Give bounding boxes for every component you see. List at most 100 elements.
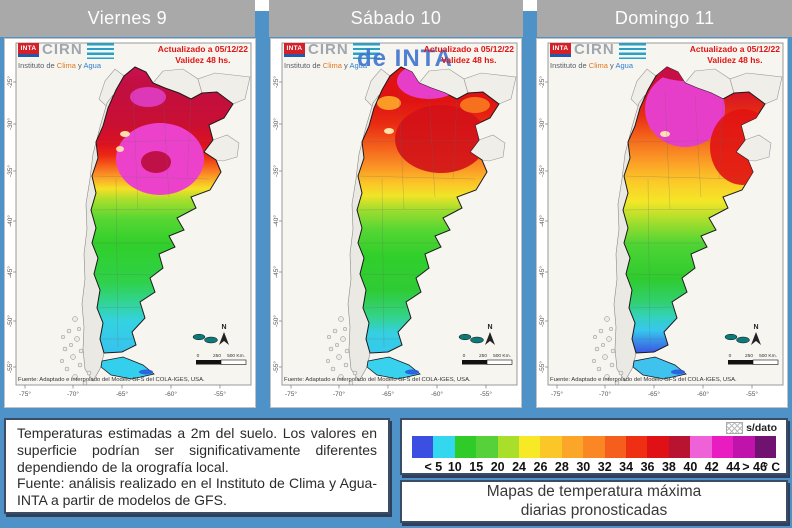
legend-tick: 42 bbox=[704, 460, 719, 474]
temperature-spot bbox=[384, 128, 394, 134]
institute-name: Instituto de Clima y Agua bbox=[18, 61, 101, 70]
legend-tick: 44 bbox=[726, 460, 741, 474]
svg-text:-65°: -65° bbox=[116, 390, 128, 398]
cirn-logo: CIRN bbox=[42, 41, 83, 58]
legend-swatch-10 bbox=[626, 436, 648, 458]
updated-date: Actualizado a 05/12/22 bbox=[689, 44, 780, 54]
institute-name: Instituto de Clima y Agua bbox=[284, 61, 367, 70]
institute-conj: y bbox=[75, 61, 84, 70]
svg-text:250: 250 bbox=[745, 353, 753, 359]
axis-labels: -75° -70° -65° -60° -55° -25° -30° -35° -40° -45°… bbox=[272, 76, 492, 398]
svg-text:-70°: -70° bbox=[67, 390, 79, 398]
institute-conj: y bbox=[341, 61, 350, 70]
caption-line2: diarias pronosticadas bbox=[520, 502, 668, 520]
axis-labels: -75° -70° -65° -60° -55° -25° -30° -35° -40° -45°… bbox=[6, 76, 226, 398]
no-data-label: s/dato bbox=[746, 422, 777, 434]
axis-labels: -75° -70° -65° -60° -55° -25° -30° -35° -40° -45°… bbox=[538, 76, 758, 398]
map-source-text: Fuente: Adaptado e interpolado del Model… bbox=[284, 377, 471, 383]
legend-tick: < 5 bbox=[424, 460, 443, 474]
svg-text:-25°: -25° bbox=[538, 76, 546, 88]
svg-text:-60°: -60° bbox=[431, 390, 443, 398]
argentina-temperature-map-domingo-11: N 0 250 500 Km. Fuente: Adaptado e interpola… bbox=[538, 42, 784, 398]
svg-text:-30°: -30° bbox=[6, 118, 14, 130]
tab-divider bbox=[254, 0, 269, 37]
legend-swatch-4 bbox=[497, 436, 520, 458]
legend-panel: s/dato < 5 10 15 20 24 26 28 30 32 34 36 38 40 42 44 > … bbox=[400, 418, 788, 475]
svg-text:-55°: -55° bbox=[272, 361, 280, 373]
map-canvas: N 0 250 500 Km. Fuente: Adaptado e interpola… bbox=[548, 43, 783, 385]
update-block: Actualizado a 05/12/22 Validez 48 hs. bbox=[424, 44, 514, 66]
institute-prefix: Instituto de bbox=[284, 61, 323, 70]
update-block: Actualizado a 05/12/22 Validez 48 hs. bbox=[690, 44, 780, 66]
legend-tick: 36 bbox=[640, 460, 655, 474]
tab-label: Domingo 11 bbox=[614, 8, 715, 28]
inta-logo: INTA bbox=[284, 43, 305, 57]
malvinas-islands bbox=[724, 333, 750, 344]
legend-swatch-11 bbox=[647, 436, 669, 458]
map-source-text: Fuente: Adaptado e interpolado del Model… bbox=[18, 377, 205, 383]
svg-text:-55°: -55° bbox=[746, 390, 758, 398]
temperature-spot bbox=[141, 151, 171, 173]
legend-tick: 38 bbox=[661, 460, 676, 474]
svg-text:N: N bbox=[753, 324, 758, 331]
malvinas-islands bbox=[192, 333, 218, 344]
scale-bar: 0 250 500 Km. bbox=[196, 353, 247, 365]
svg-text:-45°: -45° bbox=[272, 266, 280, 278]
tab-viernes-9[interactable]: Viernes 9 bbox=[0, 0, 255, 37]
validity: Validez 48 hs. bbox=[707, 55, 763, 66]
validity: Validez 48 hs. bbox=[175, 55, 231, 66]
update-block: Actualizado a 05/12/22 Validez 48 hs. bbox=[158, 44, 248, 66]
legend-tick: 20 bbox=[490, 460, 505, 474]
legend-swatch-3 bbox=[476, 436, 498, 458]
map-panel-sabado-10: N 0 250 500 Km. Fuente: Adaptado e interpola… bbox=[270, 38, 522, 408]
svg-text:-60°: -60° bbox=[697, 390, 709, 398]
malvinas-islands bbox=[458, 333, 484, 344]
svg-text:-45°: -45° bbox=[538, 266, 546, 278]
svg-text:-25°: -25° bbox=[272, 76, 280, 88]
legend-colorbar bbox=[412, 436, 776, 458]
logo-row: INTA CIRN bbox=[284, 42, 380, 59]
svg-text:-40°: -40° bbox=[272, 215, 280, 227]
svg-text:-55°: -55° bbox=[480, 390, 492, 398]
logo-row: INTA CIRN bbox=[550, 41, 646, 59]
clima-agua-flag-icon bbox=[618, 43, 646, 59]
institute-prefix: Instituto de bbox=[550, 61, 589, 70]
north-arrow-icon: N bbox=[751, 324, 761, 345]
legend-swatch-15 bbox=[733, 436, 755, 458]
cirn-logo: CIRN bbox=[574, 41, 615, 58]
inta-logo: INTA bbox=[550, 43, 571, 57]
tab-sabado-10[interactable]: Sábado 10 bbox=[268, 0, 524, 37]
argentina-temperature-map-viernes-9: N 0 250 500 Km. Fuente: Adaptado e interpola… bbox=[6, 42, 252, 398]
institute-conj: y bbox=[607, 61, 616, 70]
institute-prefix: Instituto de bbox=[18, 61, 57, 70]
svg-text:-50°: -50° bbox=[272, 315, 280, 327]
tab-domingo-11[interactable]: Domingo 11 bbox=[537, 0, 792, 37]
map-canvas: N 0 250 500 Km. Fuente: Adaptado e interpola… bbox=[16, 43, 251, 385]
north-arrow-icon: N bbox=[485, 324, 495, 345]
legend-swatch-8 bbox=[583, 436, 605, 458]
scale-bar: 0 250 500 Km. bbox=[462, 353, 513, 365]
legend-tick: 26 bbox=[533, 460, 548, 474]
clima-agua-flag-icon bbox=[86, 43, 114, 59]
day-tabbar: Viernes 9 Sábado 10 Domingo 11 bbox=[0, 0, 792, 37]
legend-swatch-7 bbox=[561, 436, 584, 458]
svg-text:-35°: -35° bbox=[6, 165, 14, 177]
svg-text:0: 0 bbox=[463, 353, 466, 359]
institute-clima: Clima bbox=[56, 61, 76, 70]
svg-text:-70°: -70° bbox=[599, 390, 611, 398]
no-data-hatch-icon bbox=[726, 422, 744, 434]
legend-swatch-13 bbox=[690, 436, 712, 458]
map-source-text: Fuente: Adaptado e interpolado del Model… bbox=[550, 377, 737, 383]
legend-tick: > 46 bbox=[742, 460, 767, 474]
legend-swatch-16 bbox=[754, 436, 776, 458]
legend-tick: 24 bbox=[512, 460, 526, 474]
svg-text:-75°: -75° bbox=[551, 390, 563, 398]
legend-unit: ° C bbox=[763, 460, 780, 474]
argentina-temperature-map-sabado-10: N 0 250 500 Km. Fuente: Adaptado e interpola… bbox=[272, 42, 518, 398]
notes-body: Temperaturas estimadas a 2m del suelo. L… bbox=[17, 425, 377, 475]
legend-tick: 15 bbox=[469, 460, 484, 474]
svg-text:-65°: -65° bbox=[648, 390, 660, 398]
svg-text:-55°: -55° bbox=[538, 361, 546, 373]
svg-text:0: 0 bbox=[197, 353, 200, 359]
